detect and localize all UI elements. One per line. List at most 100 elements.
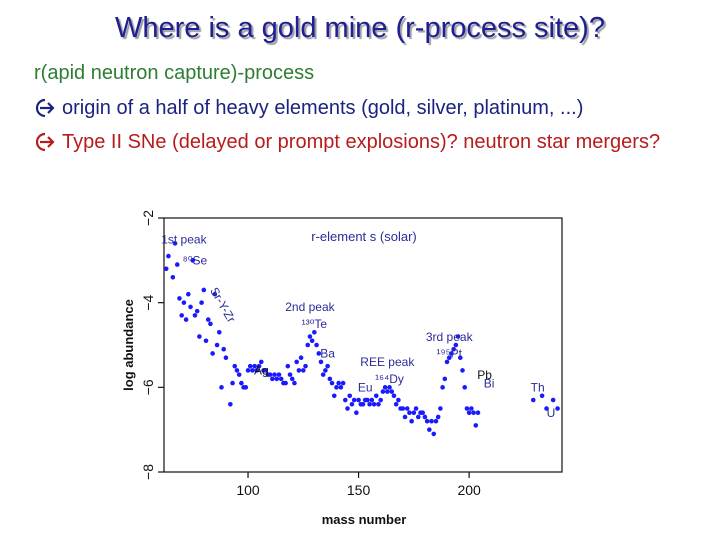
data-point: [305, 342, 311, 348]
slide-title: Where is a gold mine (r-process site)?: [115, 12, 605, 44]
data-point: [254, 368, 260, 373]
data-point: [292, 380, 297, 386]
data-point: [252, 363, 257, 369]
annotation-label: Bi: [484, 376, 495, 390]
bullet-text-1: origin of a half of heavy elements (gold…: [62, 97, 584, 119]
data-point: [296, 368, 302, 373]
annotation-label: Ba: [320, 347, 335, 361]
data-point: [221, 346, 226, 352]
data-point: [429, 418, 434, 424]
data-point: [449, 351, 454, 356]
data-point: [435, 414, 441, 420]
axis-ticks: 100 150 200 −2 −4 −6 −8: [140, 210, 481, 498]
data-point: [201, 287, 207, 293]
data-point: [307, 334, 313, 339]
data-point: [338, 385, 344, 390]
data-point: [197, 334, 202, 339]
data-point: [278, 376, 284, 382]
plot-frame: [163, 217, 563, 473]
data-point: [199, 300, 204, 305]
annotation-label: ¹³⁰Te: [302, 317, 328, 331]
data-point: [389, 389, 395, 394]
data-point: [453, 342, 459, 348]
data-point: [245, 368, 251, 373]
data-point: [391, 393, 397, 399]
data-point: [186, 291, 191, 297]
data-point: [303, 363, 308, 369]
bullet-item-1: origin of a half of heavy elements (gold…: [34, 96, 583, 121]
data-point: [287, 372, 293, 377]
data-point: [247, 363, 253, 369]
data-point: [407, 410, 412, 416]
y-tick-label: −8: [140, 464, 156, 480]
data-point: [422, 414, 428, 420]
data-point: [387, 385, 392, 390]
annotation-label: ⁸⁰Se: [183, 254, 208, 268]
data-point: [351, 397, 357, 403]
data-point: [550, 397, 556, 403]
data-point: [393, 401, 399, 407]
data-point: [367, 401, 372, 407]
data-point: [329, 380, 335, 386]
annotation-label: 3rd peak: [426, 330, 474, 344]
data-point: [462, 385, 468, 390]
data-point: [219, 385, 224, 390]
annotation-label: U: [547, 406, 556, 420]
data-point: [455, 334, 461, 339]
data-point: [327, 376, 333, 382]
data-point: [270, 376, 275, 382]
annotation-label: 1st peak: [161, 232, 207, 246]
data-point: [433, 418, 439, 424]
data-point: [539, 393, 545, 399]
data-point: [382, 385, 388, 390]
data-point: [166, 253, 171, 259]
data-point: [258, 359, 264, 365]
data-point: [194, 308, 200, 314]
data-point: [444, 359, 450, 365]
data-point: [274, 376, 280, 382]
data-point: [402, 414, 408, 420]
data-point: [230, 380, 235, 386]
data-point: [205, 317, 211, 322]
y-axis-title: log abundance: [121, 299, 136, 391]
data-point: [442, 376, 448, 382]
data-point: [283, 380, 288, 386]
data-point: [369, 397, 375, 403]
data-point: [400, 406, 406, 411]
data-point: [413, 406, 419, 411]
data-point: [172, 241, 178, 246]
data-point: [179, 313, 184, 318]
y-tick-label: −2: [140, 210, 156, 226]
data-point: [289, 376, 295, 382]
data-point: [316, 351, 322, 356]
data-point: [323, 368, 328, 373]
data-point: [427, 427, 432, 432]
chart-title: r-element s (solar): [311, 229, 416, 244]
data-point: [440, 385, 445, 390]
annotation-label: ¹⁶⁴Dy: [375, 372, 404, 386]
data-point: [360, 401, 366, 407]
x-axis-title: mass number: [322, 512, 407, 527]
data-point: [177, 296, 182, 301]
data-point: [530, 397, 536, 403]
data-point: [210, 351, 215, 356]
data-point: [250, 368, 255, 373]
data-point: [347, 393, 353, 399]
x-tick-label: 200: [457, 482, 481, 498]
data-point: [378, 397, 383, 403]
annotation-label: Pb: [477, 368, 492, 382]
data-point: [276, 372, 282, 377]
data-point: [301, 368, 306, 373]
data-point: [294, 359, 299, 365]
data-point: [256, 363, 262, 369]
data-point: [460, 368, 465, 373]
data-point: [336, 380, 341, 386]
data-point: [334, 385, 339, 390]
data-point: [373, 393, 379, 399]
annotation-label: Th: [531, 381, 545, 395]
data-point: [208, 321, 213, 327]
data-point: [239, 380, 244, 386]
data-point: [192, 313, 198, 318]
data-point: [314, 342, 319, 348]
